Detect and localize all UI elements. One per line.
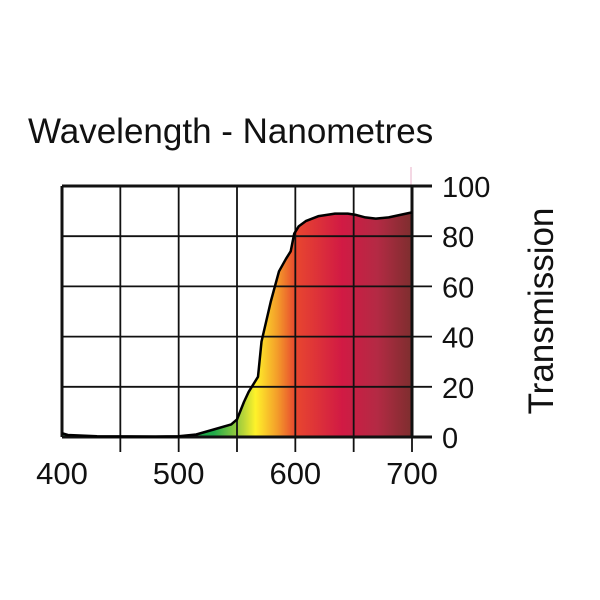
- y-tick-label: 100: [442, 172, 490, 204]
- y-tick-label: 80: [442, 222, 474, 254]
- y-axis-label: Transmission: [522, 208, 561, 415]
- transmission-area: [62, 212, 412, 437]
- chart-title: Wavelength - Nanometres: [28, 112, 433, 151]
- y-tick-label: 40: [442, 323, 474, 355]
- x-tick-label: 400: [36, 456, 88, 491]
- y-tick-label: 20: [442, 373, 474, 405]
- y-tick-label: 0: [442, 423, 458, 455]
- transmission-curve: [61, 211, 413, 438]
- x-tick-label: 500: [153, 456, 205, 491]
- y-tick-label: 60: [442, 272, 474, 304]
- x-tick-label: 700: [386, 456, 438, 491]
- x-tick-label: 600: [269, 456, 321, 491]
